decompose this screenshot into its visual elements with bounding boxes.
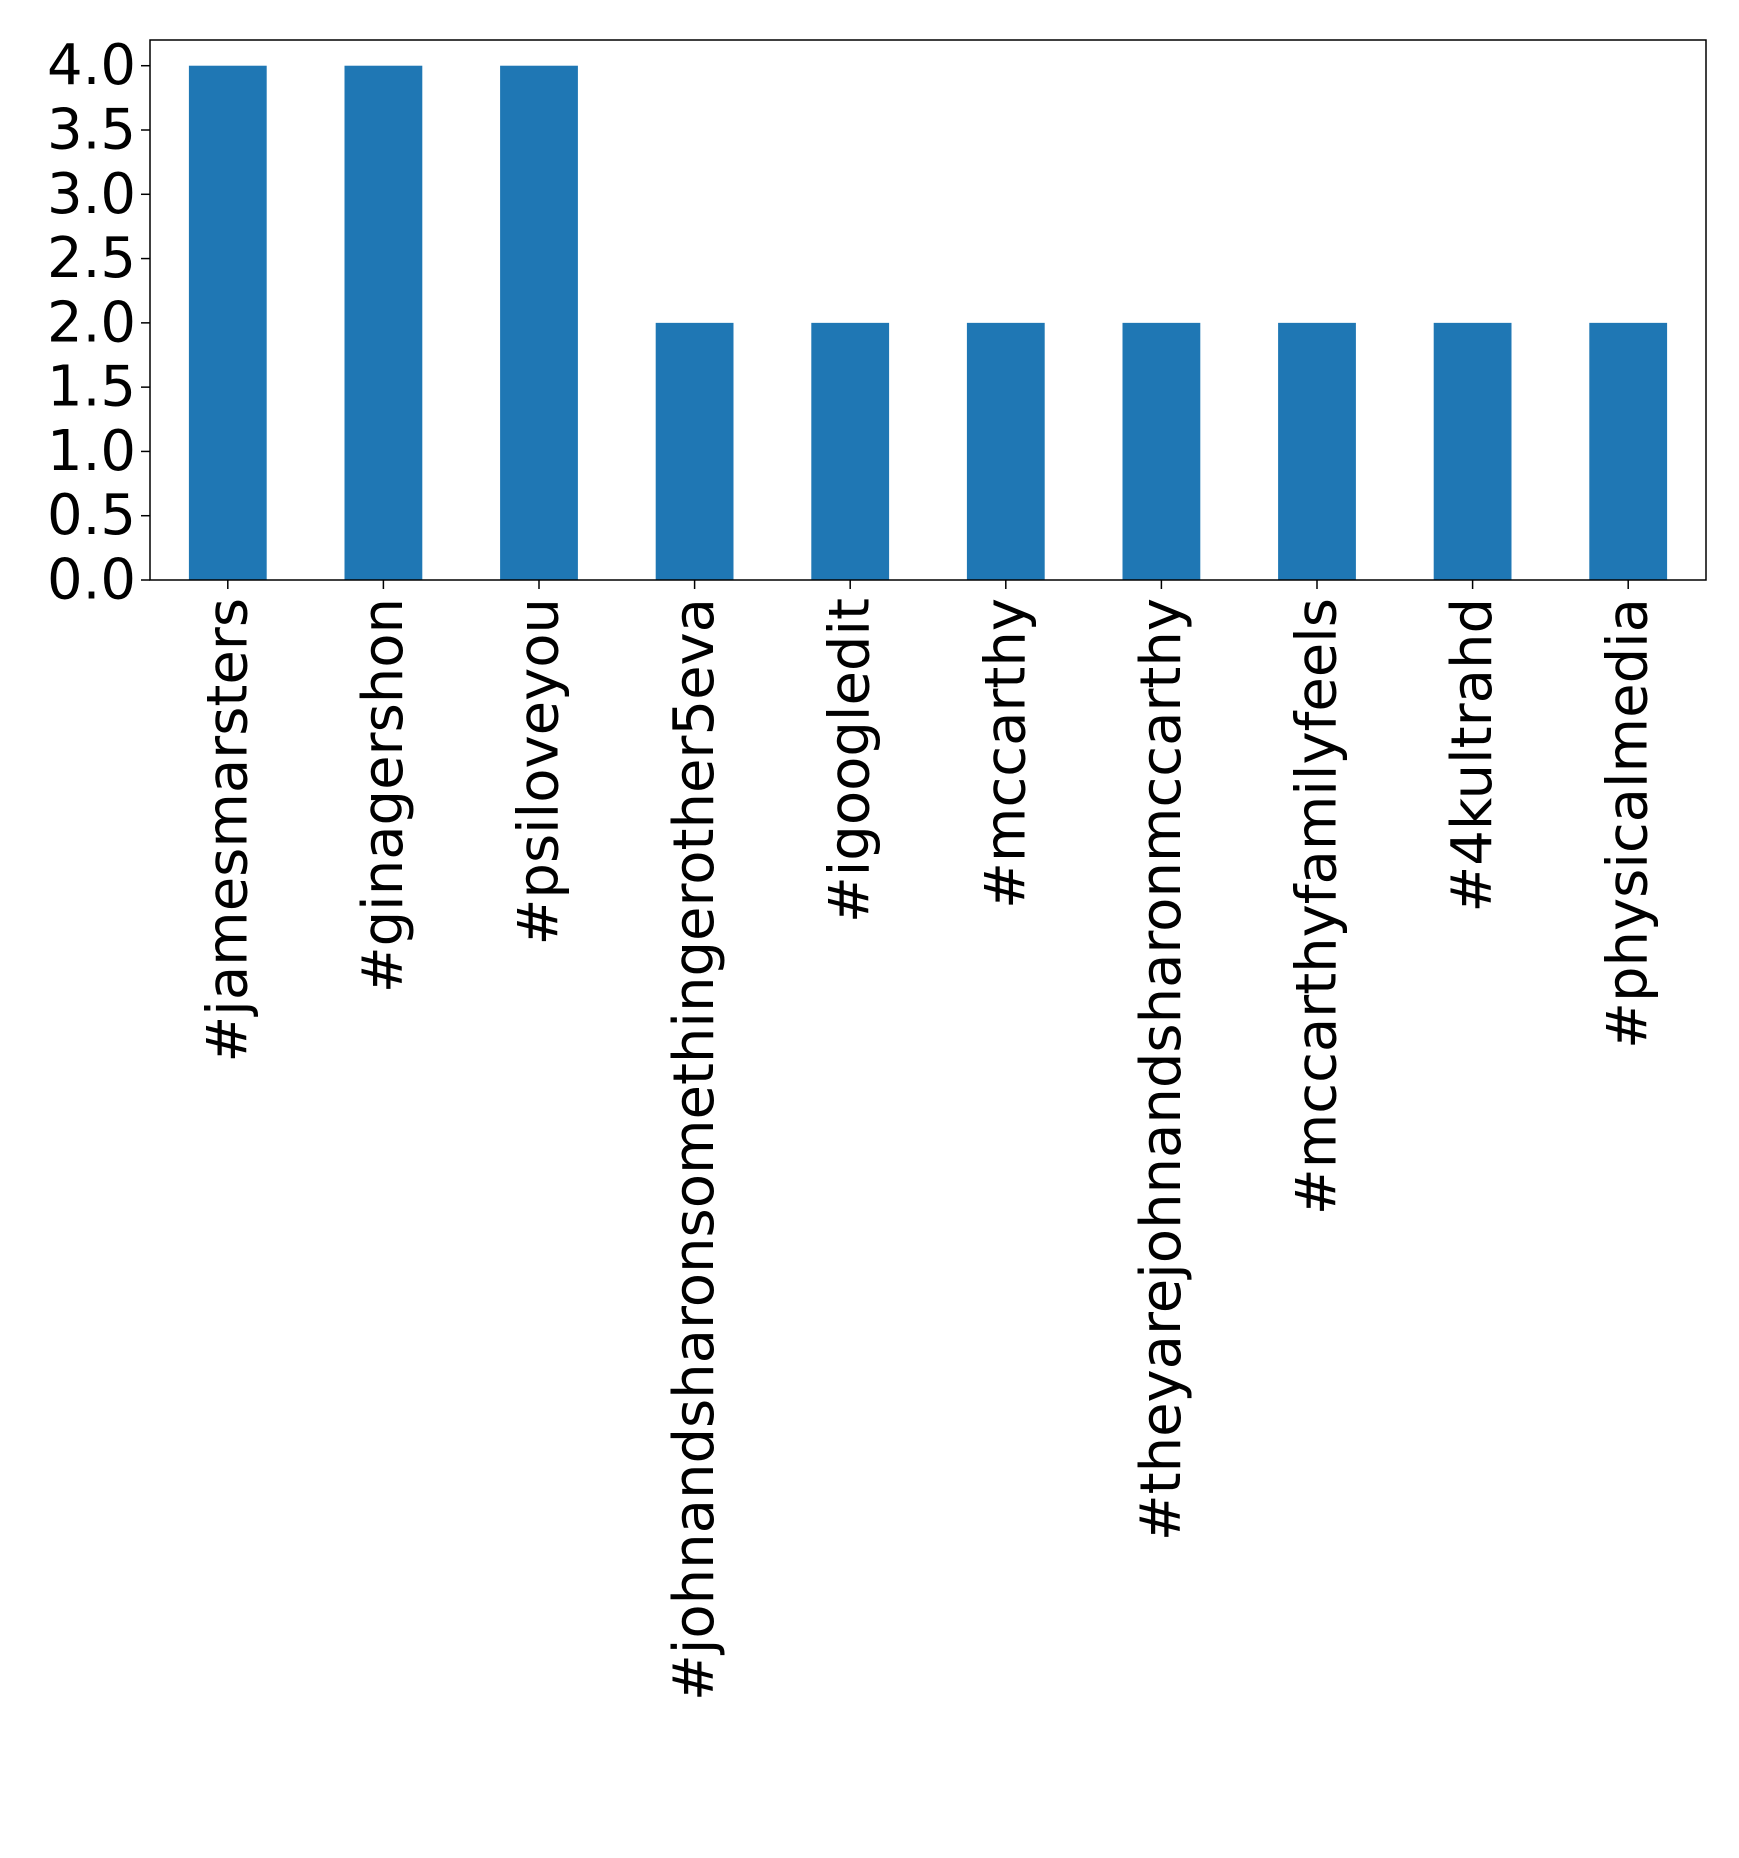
x-tick-label: #theyarejohnandsharonmccarthy: [1129, 598, 1194, 1541]
x-tick-label: #johnandsharonsomethingerother5eva: [662, 598, 727, 1701]
x-tick-label: #igoogledit: [818, 598, 883, 923]
y-tick-label: 1.5: [47, 355, 136, 420]
y-tick-label: 0.0: [47, 548, 136, 613]
y-tick-label: 0.5: [47, 483, 136, 548]
y-tick-label: 4.0: [47, 33, 136, 98]
x-tick-label: #mccarthy: [973, 598, 1038, 909]
bar: [811, 322, 890, 580]
bar: [1433, 322, 1512, 580]
y-axis: 0.00.51.01.52.02.53.03.54.0: [47, 33, 150, 613]
bar: [188, 65, 267, 580]
bar: [1589, 322, 1668, 580]
plot-frame: [149, 39, 1707, 581]
y-tick-label: 1.0: [47, 419, 136, 484]
y-tick-label: 2.0: [47, 290, 136, 355]
bar: [344, 65, 423, 580]
bar: [1122, 322, 1201, 580]
x-axis: #jamesmarsters #ginagershon #psiloveyou #jo…: [195, 580, 1661, 1701]
x-tick-label: #physicalmedia: [1596, 598, 1661, 1049]
x-tick-label: #4kultrahd: [1440, 598, 1505, 913]
x-tick-label: #mccarthyfamilyfeels: [1285, 598, 1350, 1215]
x-tick-label: #ginagershon: [351, 598, 416, 993]
x-tick-label: #jamesmarsters: [195, 598, 260, 1063]
bar: [500, 65, 578, 580]
x-tick-label: #psiloveyou: [507, 598, 572, 946]
bars-group: [188, 65, 1668, 580]
y-tick-label: 2.5: [47, 226, 136, 291]
y-tick-label: 3.0: [47, 162, 136, 227]
bar: [966, 322, 1045, 580]
y-tick-label: 3.5: [47, 98, 136, 163]
bar: [1278, 322, 1356, 580]
bar: [655, 322, 734, 580]
